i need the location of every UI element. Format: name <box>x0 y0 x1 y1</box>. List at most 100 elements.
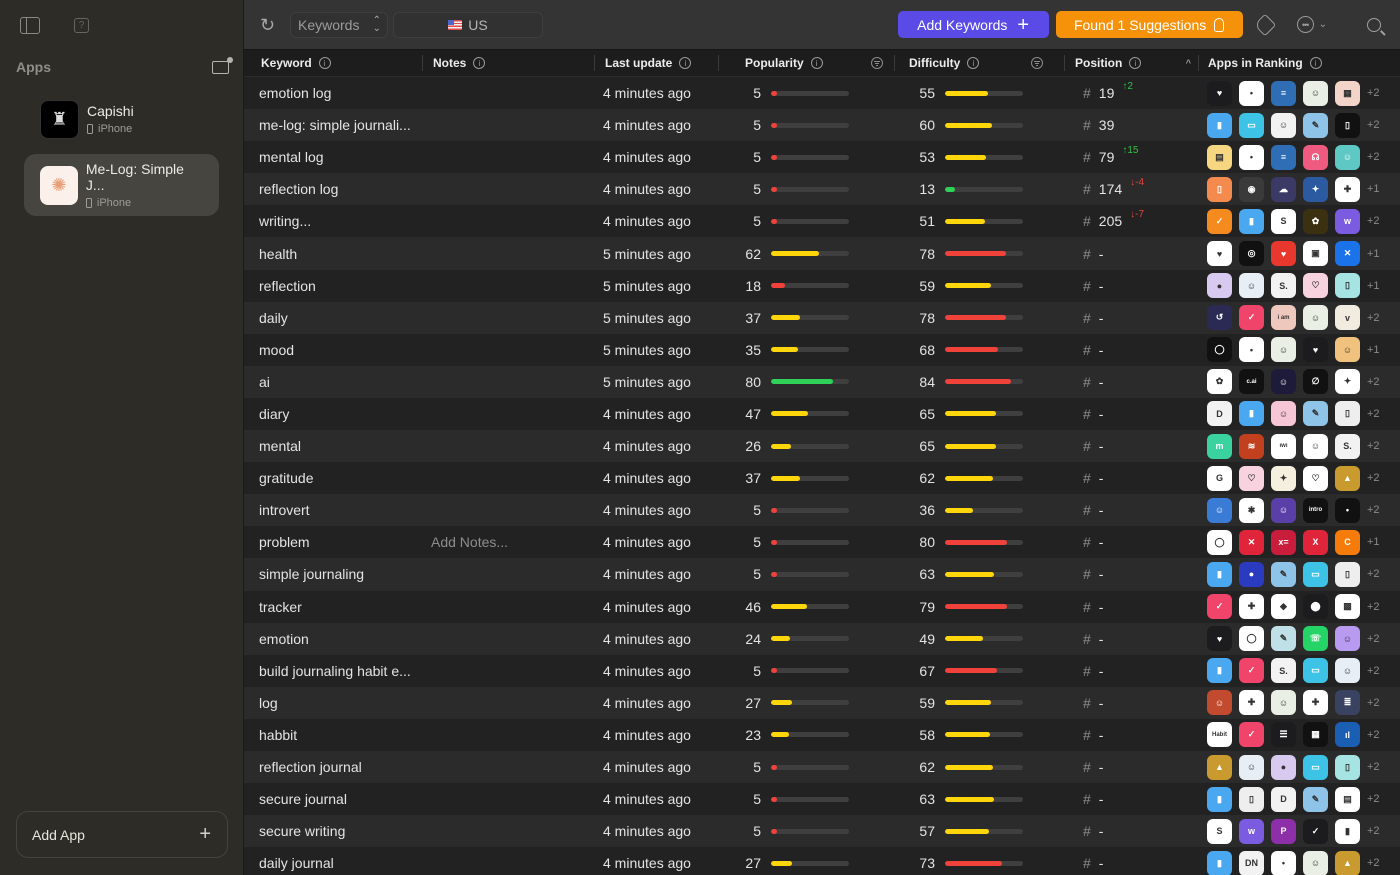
ranking-app-icon[interactable]: ☰ <box>1271 722 1296 748</box>
ranking-app-icon[interactable]: ☺ <box>1271 369 1296 395</box>
app-item-capishi[interactable]: ♜ Capishi iPhone <box>24 88 219 150</box>
ranking-app-icon[interactable]: ✱ <box>1239 497 1264 523</box>
filter-icon[interactable] <box>871 57 883 69</box>
refresh-icon[interactable]: ↻ <box>260 14 276 35</box>
ranking-app-icon[interactable]: ▲ <box>1335 465 1360 491</box>
more-apps-count[interactable]: +2 <box>1367 857 1380 870</box>
ranking-app-icon[interactable]: ● <box>1271 754 1296 780</box>
ranking-app-icon[interactable]: ▮ <box>1207 561 1232 587</box>
table-row[interactable]: diary 4 minutes ago 47 65 # - D ▮ ☺ ✎ ▯ +2 <box>244 397 1400 431</box>
ranking-app-icon[interactable]: ♥ <box>1271 241 1296 267</box>
ranking-app-icon[interactable]: S <box>1207 818 1232 844</box>
ranking-app-icon[interactable]: ✓ <box>1239 722 1264 748</box>
ranking-app-icon[interactable]: ▭ <box>1239 112 1264 138</box>
ranking-app-icon[interactable]: ✕ <box>1335 241 1360 267</box>
ranking-app-icon[interactable]: ≡ <box>1271 144 1296 170</box>
ranking-app-icon[interactable]: ✦ <box>1335 369 1360 395</box>
ranking-app-icon[interactable]: ▭ <box>1303 658 1328 684</box>
more-apps-count[interactable]: +2 <box>1367 664 1380 677</box>
info-icon[interactable]: i <box>1309 57 1322 69</box>
more-apps-count[interactable]: +2 <box>1367 119 1380 132</box>
ranking-app-icon[interactable]: i am <box>1271 305 1296 331</box>
ranking-app-icon[interactable]: ▯ <box>1207 176 1232 202</box>
ranking-app-icon[interactable]: ▭ <box>1303 754 1328 780</box>
ranking-app-icon[interactable]: ☺ <box>1303 433 1328 459</box>
ranking-app-icon[interactable]: ☊ <box>1303 144 1328 170</box>
ranking-app-icon[interactable]: ✎ <box>1271 626 1296 652</box>
ranking-app-icon[interactable]: ☺ <box>1271 401 1296 427</box>
filter-icon[interactable] <box>1031 57 1043 69</box>
column-header-difficulty[interactable]: Difficulty i <box>895 50 1065 76</box>
table-row[interactable]: health 5 minutes ago 62 78 # - ♥ ◎ ♥ ▣ ✕ +1 <box>244 237 1400 270</box>
table-row[interactable]: mental 4 minutes ago 26 65 # - m ≋ ıwı ☺ S. +… <box>244 430 1400 463</box>
ranking-app-icon[interactable]: ▤ <box>1335 786 1360 812</box>
more-apps-count[interactable]: +2 <box>1367 87 1380 100</box>
ranking-app-icon[interactable]: ☁ <box>1271 176 1296 202</box>
column-header-last-update[interactable]: Last update i <box>595 50 719 76</box>
ranking-app-icon[interactable]: ▯ <box>1335 561 1360 587</box>
ranking-app-icon[interactable]: ▭ <box>1303 561 1328 587</box>
ranking-app-icon[interactable]: ≡ <box>1271 80 1296 106</box>
ranking-app-icon[interactable]: X <box>1303 529 1328 555</box>
ranking-app-icon[interactable]: ≣ <box>1335 690 1360 716</box>
table-row[interactable]: secure journal 4 minutes ago 5 63 # - ▮ ▯… <box>244 783 1400 816</box>
mode-select[interactable]: Keywords ⌃ ⌄ <box>290 11 388 38</box>
ranking-app-icon[interactable]: ☺ <box>1207 690 1232 716</box>
ranking-app-icon[interactable]: ◯ <box>1239 626 1264 652</box>
ranking-app-icon[interactable]: ☺ <box>1303 850 1328 875</box>
info-icon[interactable]: i <box>679 57 692 69</box>
more-apps-count[interactable]: +2 <box>1367 761 1380 774</box>
table-row[interactable]: me-log: simple journali... 4 minutes ago… <box>244 109 1400 142</box>
ranking-app-icon[interactable]: S. <box>1271 273 1296 299</box>
ranking-app-icon[interactable]: ✎ <box>1303 112 1328 138</box>
more-apps-count[interactable]: +2 <box>1367 311 1380 324</box>
ranking-app-icon[interactable]: ☺ <box>1271 690 1296 716</box>
ranking-app-icon[interactable]: ☏ <box>1303 626 1328 652</box>
ranking-app-icon[interactable]: intro <box>1303 497 1328 523</box>
ranking-app-icon[interactable]: ▮ <box>1207 112 1232 138</box>
ranking-app-icon[interactable]: ♡ <box>1303 465 1328 491</box>
ranking-app-icon[interactable]: ♡ <box>1239 465 1264 491</box>
table-row[interactable]: daily journal 4 minutes ago 27 73 # - ▮ D… <box>244 847 1400 875</box>
info-icon[interactable]: i <box>810 57 823 69</box>
info-icon[interactable]: i <box>1129 57 1142 69</box>
more-apps-count[interactable]: +1 <box>1367 183 1380 196</box>
ranking-app-icon[interactable]: ▯ <box>1335 112 1360 138</box>
ranking-app-icon[interactable]: ıl <box>1335 722 1360 748</box>
column-header-keyword[interactable]: Keyword i <box>244 50 423 76</box>
ranking-app-icon[interactable]: ▦ <box>1303 722 1328 748</box>
table-row[interactable]: reflection log 4 minutes ago 5 13 # 174 … <box>244 173 1400 206</box>
more-apps-count[interactable]: +2 <box>1367 375 1380 388</box>
ranking-app-icon[interactable]: D <box>1271 786 1296 812</box>
ranking-app-icon[interactable]: ✓ <box>1207 594 1232 620</box>
new-folder-icon[interactable] <box>212 56 233 74</box>
more-apps-count[interactable]: +2 <box>1367 728 1380 741</box>
more-apps-count[interactable]: +1 <box>1367 247 1380 260</box>
table-row[interactable]: problem Add Notes... 4 minutes ago 5 80 … <box>244 526 1400 559</box>
sidebar-toggle-icon[interactable] <box>20 16 40 34</box>
ranking-app-icon[interactable]: • <box>1239 80 1264 106</box>
ranking-app-icon[interactable]: ▯ <box>1335 401 1360 427</box>
ranking-app-icon[interactable]: ▯ <box>1335 273 1360 299</box>
table-row[interactable]: emotion 4 minutes ago 24 49 # - ♥ ◯ ✎ ☏ ☺ +2 <box>244 622 1400 655</box>
table-row[interactable]: ai 5 minutes ago 80 84 # - ✿ c.ai ☺ ∅ ✦ +2 <box>244 365 1400 398</box>
ranking-app-icon[interactable]: ✓ <box>1239 658 1264 684</box>
table-row[interactable]: reflection 5 minutes ago 18 59 # - ● ☺ S. ♡… <box>244 269 1400 302</box>
ranking-app-icon[interactable]: ✿ <box>1303 208 1328 234</box>
table-row[interactable]: introvert 4 minutes ago 5 36 # - ☺ ✱ ☺ intr… <box>244 494 1400 527</box>
more-apps-count[interactable]: +2 <box>1367 407 1380 420</box>
chevron-down-icon[interactable]: ⌄ <box>1318 19 1327 30</box>
more-apps-count[interactable]: +2 <box>1367 472 1380 485</box>
ranking-app-icon[interactable]: • <box>1271 850 1296 875</box>
ranking-app-icon[interactable]: • <box>1239 337 1264 363</box>
ranking-app-icon[interactable]: ✕ <box>1239 529 1264 555</box>
table-row[interactable]: daily 5 minutes ago 37 78 # - ↺ ✓ i am ☺ v +2 <box>244 301 1400 334</box>
ranking-app-icon[interactable]: P <box>1271 818 1296 844</box>
more-apps-count[interactable]: +2 <box>1367 504 1380 517</box>
ranking-app-icon[interactable]: ▮ <box>1239 208 1264 234</box>
more-apps-count[interactable]: +2 <box>1367 600 1380 613</box>
ranking-app-icon[interactable]: ▮ <box>1239 401 1264 427</box>
more-apps-count[interactable]: +1 <box>1367 536 1380 549</box>
ranking-app-icon[interactable]: S. <box>1271 658 1296 684</box>
ranking-app-icon[interactable]: ✦ <box>1271 465 1296 491</box>
